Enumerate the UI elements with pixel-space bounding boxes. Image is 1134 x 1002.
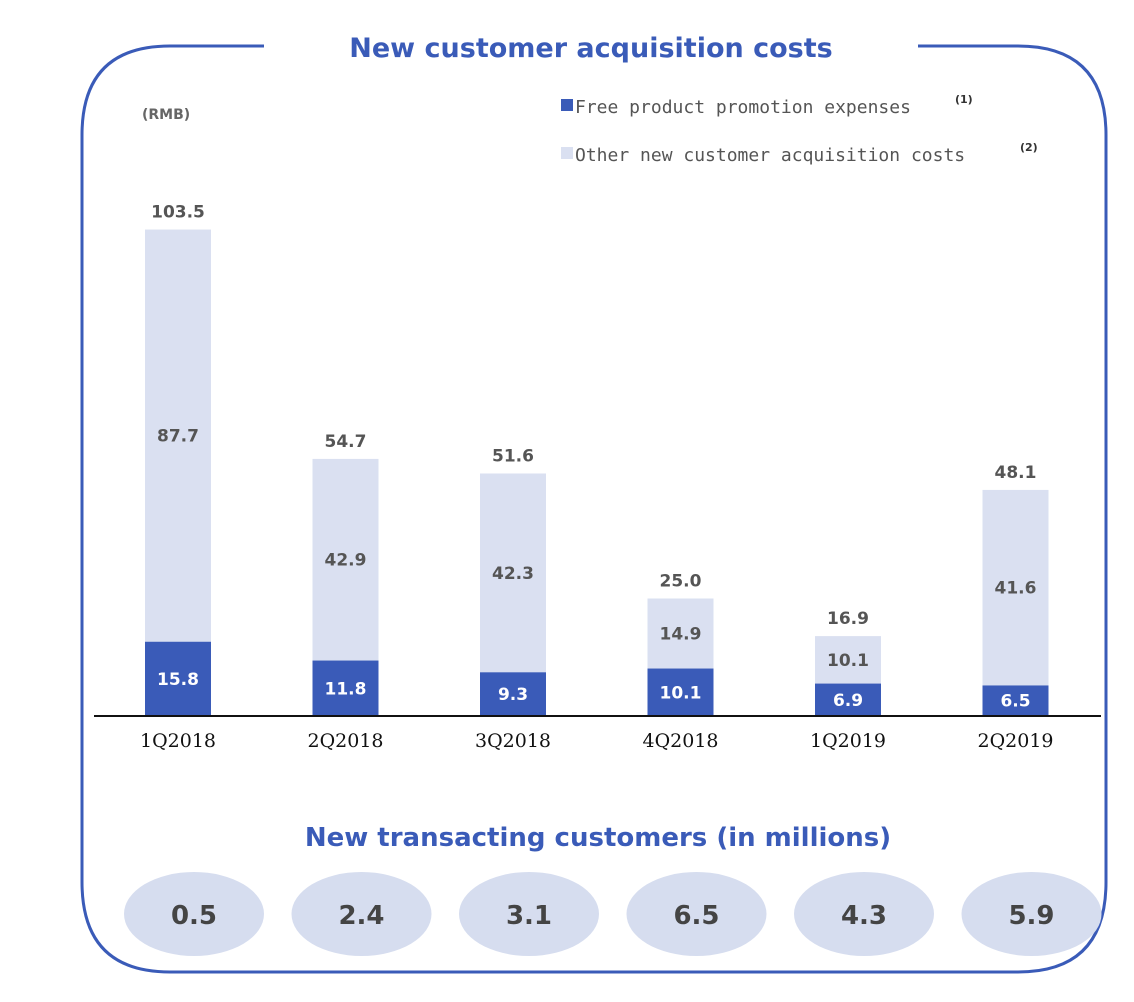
legend-swatch-other-costs: [561, 147, 573, 159]
bar-free-1q2018: [145, 641, 211, 716]
x-tick-label-3q2018: 3Q2018: [475, 730, 551, 752]
customer-bubble-3q2018: [459, 872, 599, 956]
legend-label-free-product: Free product promotion expenses: [575, 97, 911, 118]
customer-value-1q2019: 4.3: [841, 901, 887, 931]
bar-other-2q2019: [982, 489, 1049, 686]
customer-value-1q2018: 0.5: [171, 901, 217, 931]
data-label-total-3q2018: 51.6: [492, 446, 534, 466]
customer-value-4q2018: 6.5: [673, 901, 719, 931]
data-label-free-1q2019: 6.9: [833, 691, 863, 711]
data-label-other-4q2018: 14.9: [660, 625, 702, 645]
bar-free-2q2019: [982, 685, 1049, 716]
data-label-other-3q2018: 42.3: [492, 564, 534, 584]
x-tick-label-4q2018: 4Q2018: [642, 730, 718, 752]
x-tick-label-2q2018: 2Q2018: [307, 730, 383, 752]
legend-label-other-costs: Other new customer acquisition costs: [575, 145, 965, 166]
customer-value-2q2019: 5.9: [1008, 901, 1054, 931]
data-label-free-4q2018: 10.1: [660, 683, 702, 703]
data-label-other-1q2019: 10.1: [827, 651, 869, 671]
bar-other-2q2018: [312, 458, 379, 661]
bar-free-4q2018: [647, 668, 714, 716]
data-label-free-2q2019: 6.5: [1000, 692, 1030, 712]
legend: Free product promotion expenses (1) Othe…: [561, 93, 1038, 166]
unit-label: (RMB): [142, 107, 190, 123]
bar-other-1q2018: [145, 229, 211, 642]
bar-free-2q2018: [312, 660, 379, 716]
data-label-other-1q2018: 87.7: [157, 427, 199, 447]
chart-title: New customer acquisition costs: [349, 33, 832, 64]
customer-value-3q2018: 3.1: [506, 901, 552, 931]
data-label-other-2q2018: 42.9: [325, 551, 367, 571]
data-label-free-2q2018: 11.8: [325, 679, 367, 699]
data-label-total-2q2018: 54.7: [325, 432, 367, 452]
legend-footnote-2: (2): [1020, 141, 1038, 154]
legend-swatch-free-product: [561, 99, 573, 111]
customer-bubble-1q2018: [124, 872, 264, 956]
legend-footnote-1: (1): [955, 93, 973, 106]
customer-bubble-2q2018: [291, 872, 432, 956]
x-tick-layer: 1Q2018 2Q2018 3Q2018 4Q2018 1Q2019 2Q2019: [140, 730, 1054, 752]
customers-layer: 0.5 2.4 3.1 6.5 4.3 5.9: [124, 872, 1102, 956]
data-label-free-3q2018: 9.3: [498, 685, 528, 705]
bar-other-3q2018: [480, 473, 546, 673]
customer-bubble-4q2018: [626, 872, 767, 956]
x-tick-label-1q2019: 1Q2019: [810, 730, 886, 752]
frame-border: [80, 44, 1108, 974]
data-label-free-1q2018: 15.8: [157, 670, 199, 690]
bar-other-4q2018: [647, 598, 714, 669]
customer-bubble-1q2019: [794, 872, 934, 956]
bar-free-3q2018: [480, 672, 546, 716]
data-label-total-1q2018: 103.5: [151, 203, 205, 223]
bar-free-1q2019: [815, 683, 881, 716]
x-tick-label-2q2019: 2Q2019: [977, 730, 1053, 752]
data-label-other-2q2019: 41.6: [995, 579, 1037, 599]
data-label-total-1q2019: 16.9: [827, 609, 869, 629]
customer-value-2q2018: 2.4: [338, 901, 384, 931]
data-label-total-4q2018: 25.0: [660, 572, 702, 592]
x-tick-label-1q2018: 1Q2018: [140, 730, 216, 752]
customers-title: New transacting customers (in millions): [305, 823, 891, 853]
bar-other-1q2019: [815, 636, 881, 684]
customer-bubble-2q2019: [961, 872, 1102, 956]
data-label-total-2q2019: 48.1: [995, 463, 1037, 483]
bars-layer: 15.8 87.7 103.5 11.8 42.9 54.7 9.3 42.3 51.6 10.1…: [145, 203, 1049, 716]
